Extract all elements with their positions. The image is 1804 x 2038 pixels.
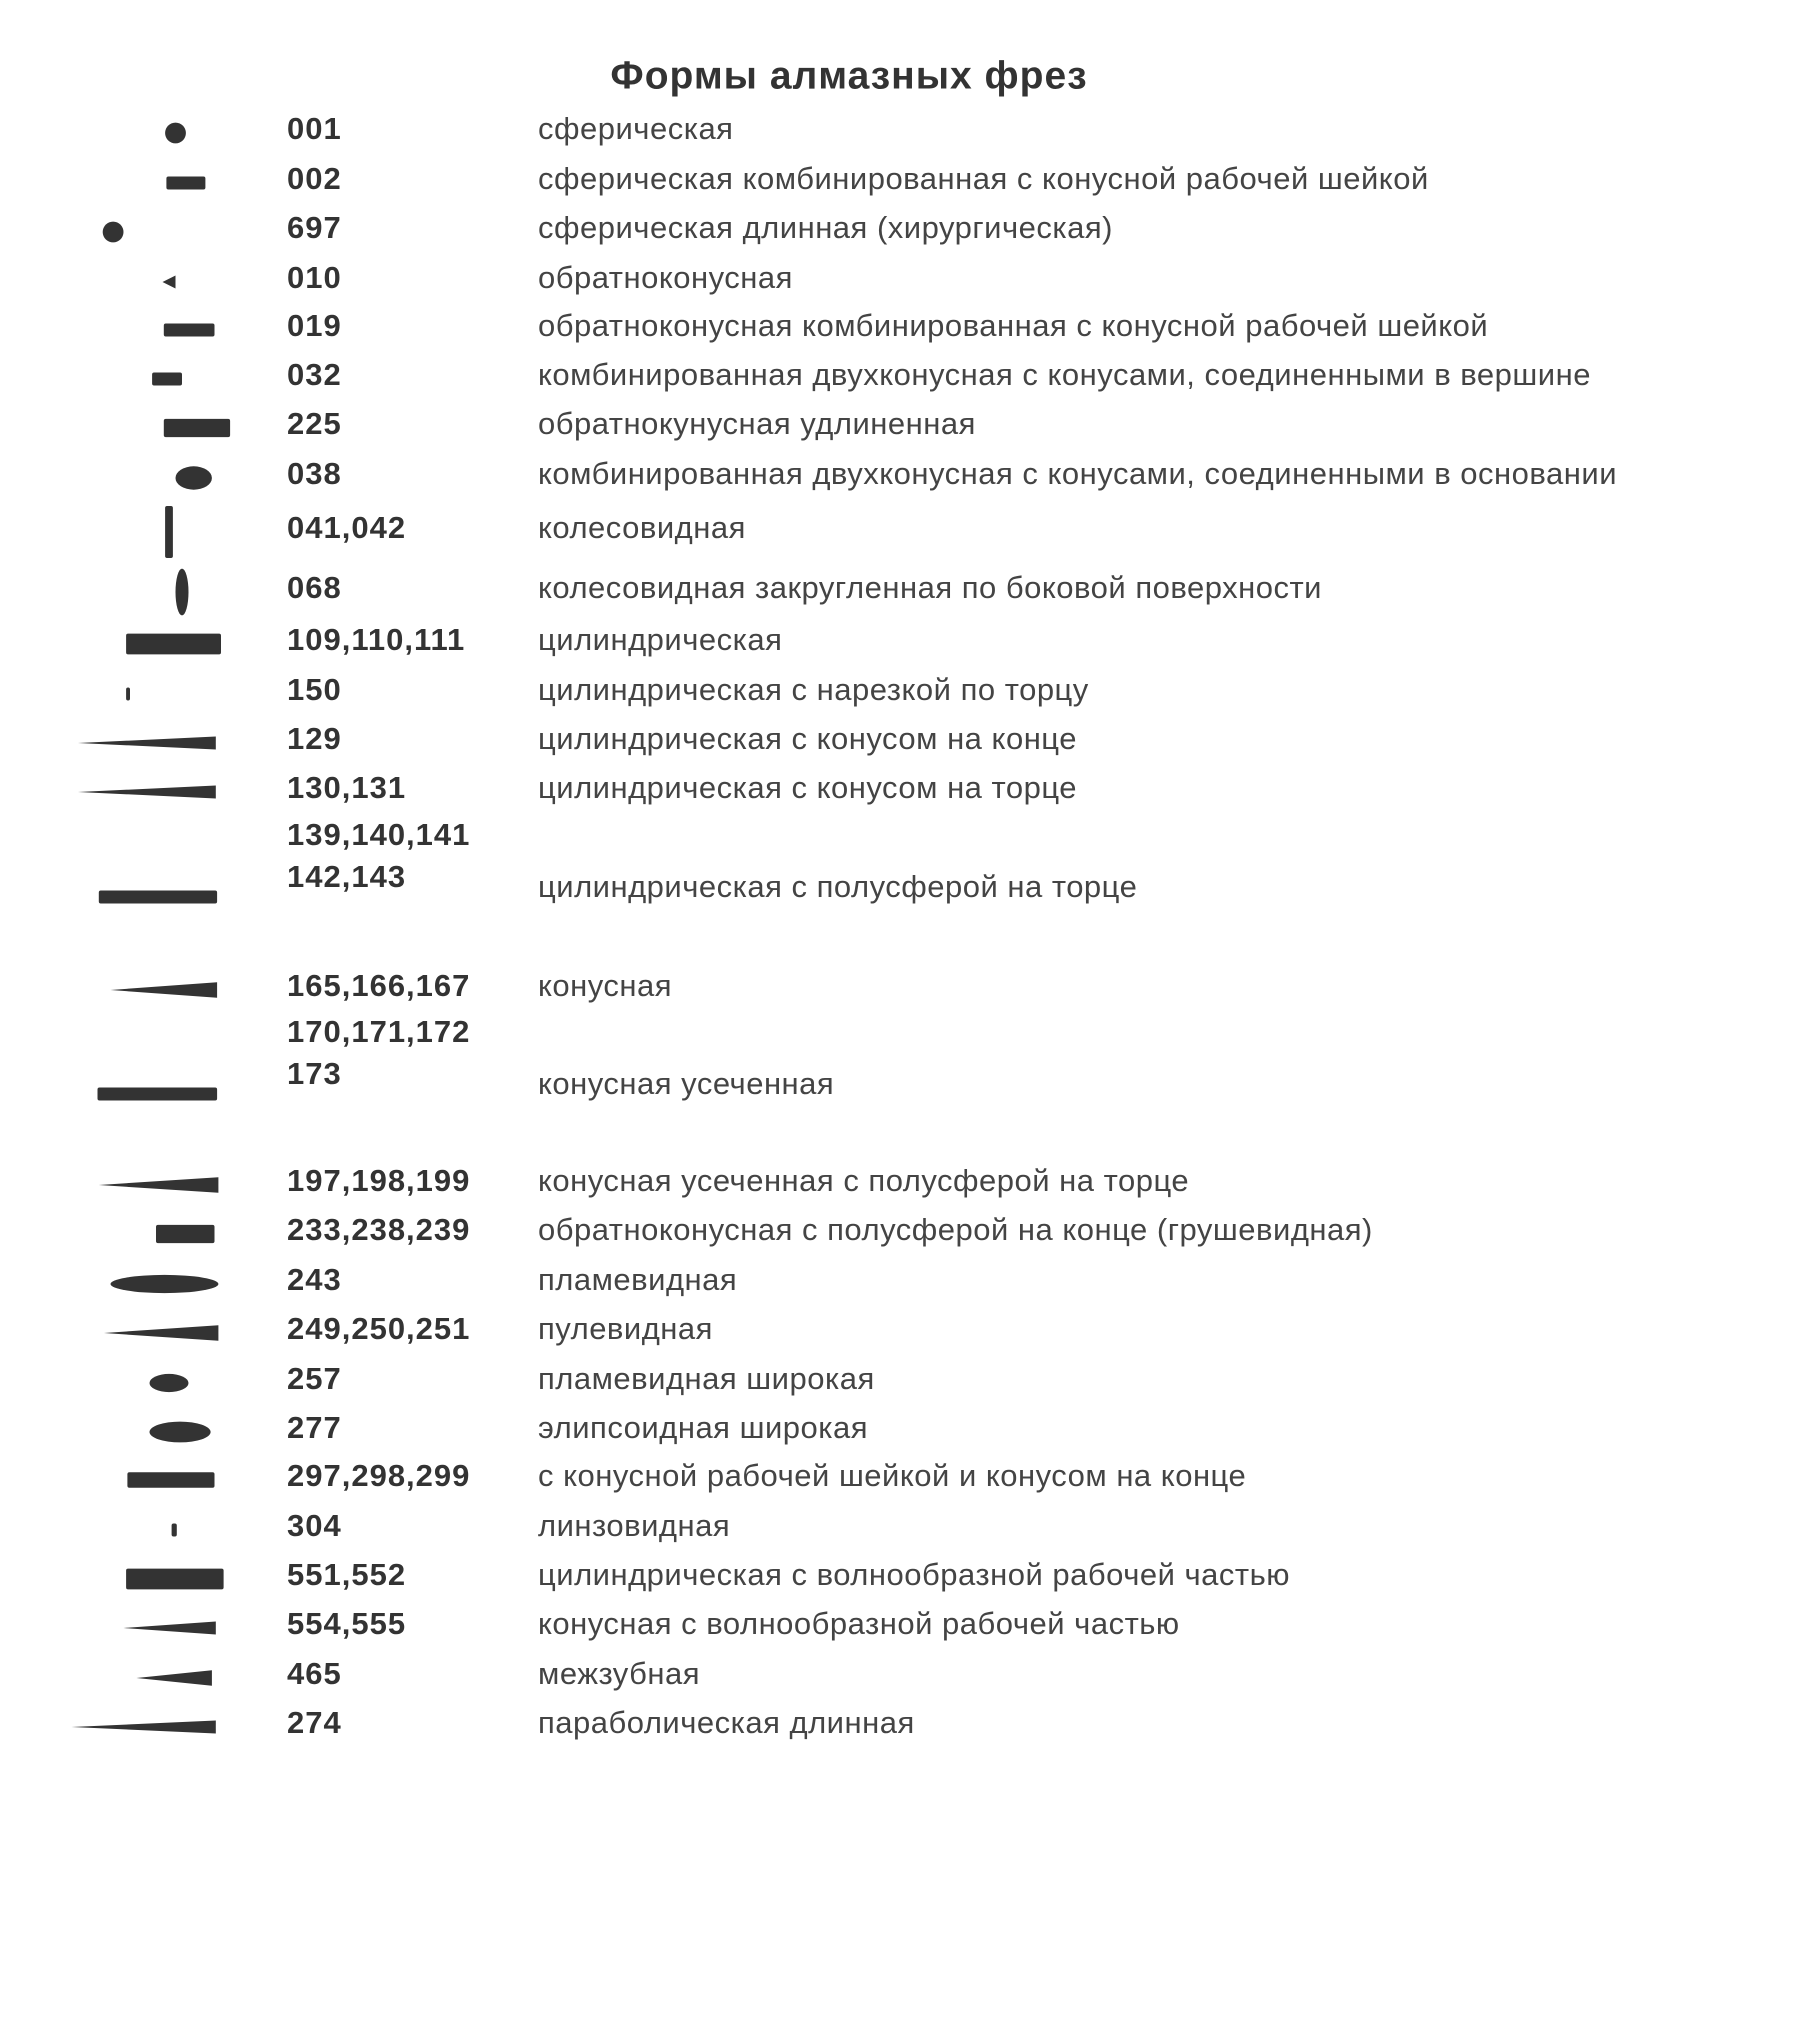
description: цилиндрическая с конусом на торце — [538, 770, 1077, 805]
bur-icon — [156, 1224, 215, 1244]
description: параболическая длинная — [538, 1705, 915, 1740]
description: цилиндрическая с волнообразной рабочей ч… — [538, 1557, 1290, 1592]
description: сферическая — [538, 111, 733, 146]
code: 041,042 — [287, 510, 406, 545]
description: обратнокунусная удлиненная — [538, 406, 976, 441]
description: колесовидная закругленная по боковой пов… — [538, 570, 1322, 605]
code: 551,552 — [287, 1557, 406, 1592]
description: обратноконусная комбинированная с конусн… — [538, 308, 1488, 343]
code: 697 — [287, 210, 342, 245]
bur-icon — [163, 323, 215, 337]
bur-icon — [165, 506, 173, 558]
code: 130,131 — [287, 770, 406, 805]
description: сферическая комбинированная с конусной р… — [538, 161, 1429, 196]
code: 002 — [287, 161, 342, 196]
bur-icon — [110, 1274, 219, 1294]
code: 249,250,251 — [287, 1311, 470, 1346]
bur-icon — [175, 568, 189, 616]
code: 142,143 — [287, 859, 406, 894]
description: сферическая длинная (хирургическая) — [538, 210, 1113, 245]
description: цилиндрическая с нарезкой по торцу — [538, 672, 1089, 707]
bur-icon — [127, 1472, 215, 1488]
code: 129 — [287, 721, 342, 756]
code: 032 — [287, 357, 342, 392]
bur-icon — [110, 982, 218, 998]
code: 554,555 — [287, 1606, 406, 1641]
description: пламевидная — [538, 1262, 737, 1297]
description: колесовидная — [538, 510, 746, 545]
description: комбинированная двухконусная с конусами,… — [538, 456, 1617, 491]
bur-icon — [123, 1621, 216, 1635]
bur-icon — [98, 890, 218, 904]
bur-icon — [149, 1373, 189, 1393]
bur-icon — [98, 1177, 219, 1193]
description: обратноконусная с полусферой на конце (г… — [538, 1212, 1373, 1247]
bur-icon — [97, 1087, 218, 1101]
description: межзубная — [538, 1656, 700, 1691]
description: пулевидная — [538, 1311, 713, 1346]
code: 109,110,111 — [287, 622, 465, 657]
description: цилиндрическая — [538, 622, 782, 657]
description: конусная — [538, 968, 672, 1003]
code: 274 — [287, 1705, 342, 1740]
bur-icon — [78, 736, 216, 750]
bur-icon — [102, 221, 124, 243]
description: конусная усеченная с полусферой на торце — [538, 1163, 1189, 1198]
description: линзовидная — [538, 1508, 730, 1543]
code: 233,238,239 — [287, 1212, 470, 1247]
description: комбинированная двухконусная с конусами,… — [538, 357, 1591, 392]
bur-icon — [126, 1568, 224, 1590]
bur-icon — [162, 275, 176, 289]
description: конусная усеченная — [538, 1066, 834, 1101]
code: 197,198,199 — [287, 1163, 470, 1198]
description: элипсоидная широкая — [538, 1410, 868, 1445]
code: 225 — [287, 406, 342, 441]
bur-icon — [126, 633, 221, 655]
bur-icon — [163, 418, 231, 438]
bur-icon — [71, 1720, 216, 1734]
bur-icon — [166, 176, 206, 190]
description: цилиндрическая с конусом на конце — [538, 721, 1077, 756]
bur-icon — [78, 785, 216, 799]
code: 019 — [287, 308, 342, 343]
code: 010 — [287, 260, 342, 295]
description: конусная с волнообразной рабочей частью — [538, 1606, 1180, 1641]
code: 243 — [287, 1262, 342, 1297]
code: 165,166,167 — [287, 968, 470, 1003]
bur-icon — [165, 122, 186, 144]
bur-icon — [152, 372, 182, 386]
description: цилиндрическая с полусферой на торце — [538, 869, 1137, 904]
code: 257 — [287, 1361, 342, 1396]
code: 068 — [287, 570, 342, 605]
bur-icon — [171, 1523, 177, 1537]
code: 139,140,141 — [287, 817, 470, 852]
bur-icon — [126, 687, 130, 701]
title: Формы алмазных фрез — [610, 54, 1087, 97]
bur-icon — [136, 1670, 212, 1686]
bur-icon — [104, 1325, 219, 1341]
description: пламевидная широкая — [538, 1361, 875, 1396]
bur-icon — [149, 1421, 211, 1443]
code: 170,171,172 — [287, 1014, 470, 1049]
code: 001 — [287, 111, 342, 146]
code: 465 — [287, 1656, 342, 1691]
code: 173 — [287, 1056, 342, 1091]
code: 304 — [287, 1508, 342, 1543]
code: 297,298,299 — [287, 1458, 470, 1493]
code: 038 — [287, 456, 342, 491]
code: 150 — [287, 672, 342, 707]
bur-icon — [175, 466, 212, 490]
description: с конусной рабочей шейкой и конусом на к… — [538, 1458, 1246, 1493]
description: обратноконусная — [538, 260, 793, 295]
code: 277 — [287, 1410, 342, 1445]
